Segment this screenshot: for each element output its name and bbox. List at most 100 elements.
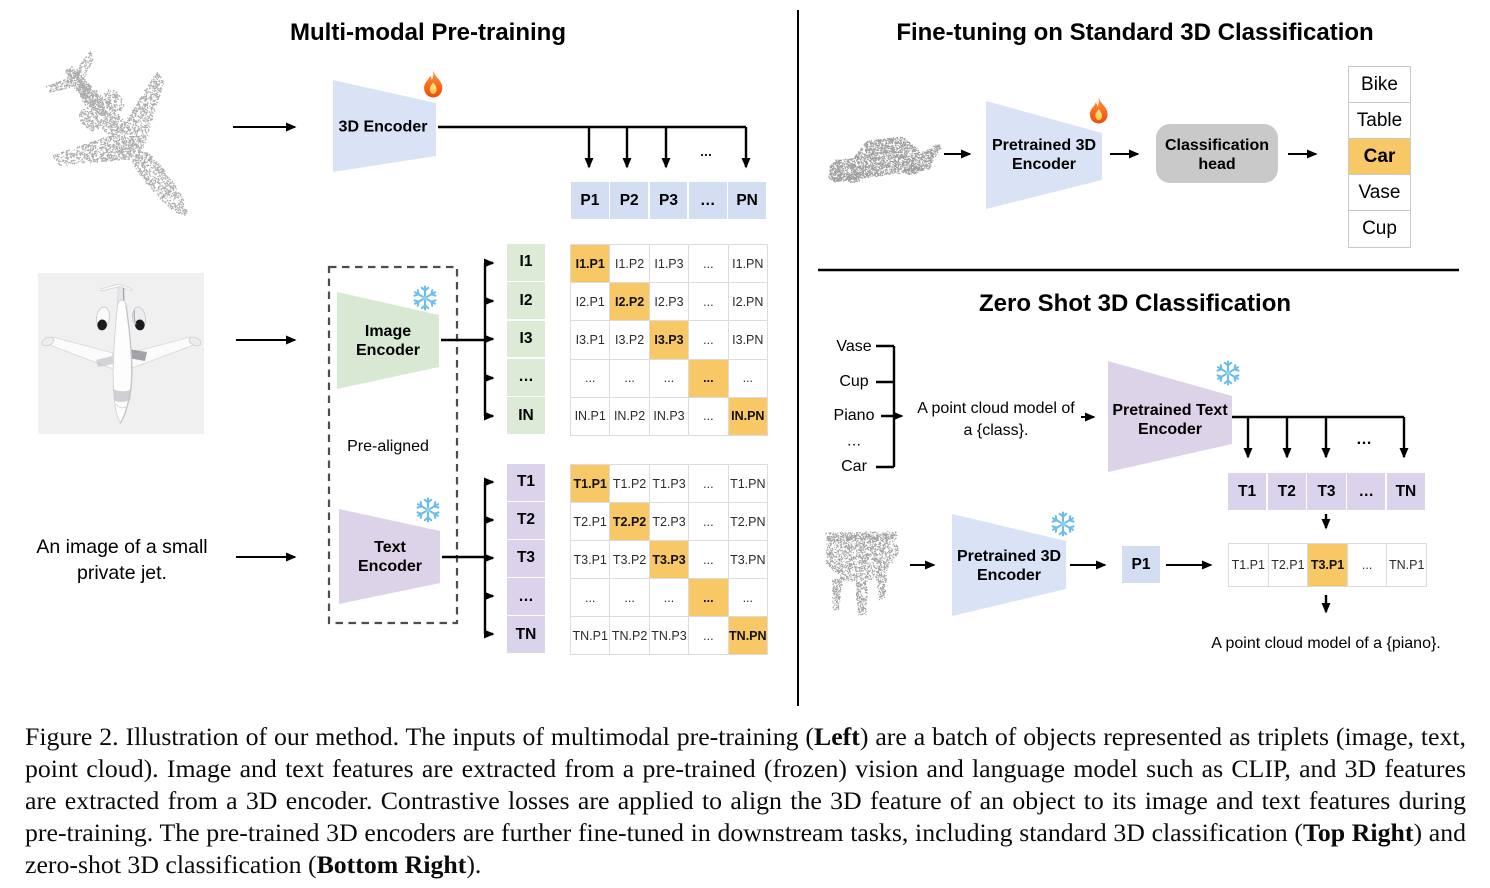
t-branch-lines: [442, 480, 492, 636]
pretrained-text-encoder-label: Pretrained Text Encoder: [1112, 401, 1227, 439]
text-encoder-shape: [339, 509, 440, 604]
class-list-item: Vase: [1349, 175, 1410, 211]
matrix-cell: T1.P2: [610, 465, 649, 502]
matrix-cell: T2.P2: [610, 503, 649, 540]
matrix-cell: T2.P1: [571, 503, 610, 540]
zero-shot-t-cell: TN: [1386, 473, 1425, 510]
matrix-cell: I2.PN: [728, 283, 767, 321]
caption-segment: are extracted from a 3D encoder. Contras…: [25, 786, 1466, 815]
p-feature-cell: P2: [610, 182, 649, 219]
matrix-cell: ...: [689, 617, 728, 654]
matrix-cell: ...: [689, 321, 728, 359]
p1-cell-shape: [1122, 546, 1160, 583]
matrix-cell: TN.P1: [571, 617, 610, 654]
caption-segment: ).: [466, 850, 482, 879]
i-feature-cell: I3: [507, 320, 545, 358]
zero-shot-class-word: Car: [841, 458, 867, 475]
matrix-cell: ...: [689, 541, 728, 578]
matrix-cell: ...: [728, 579, 767, 616]
zs-pretrained-3d-encoder-label-line2: Encoder: [976, 567, 1042, 584]
zero-shot-t-cell: T1: [1228, 473, 1267, 510]
zero-shot-t-cell: …: [1347, 473, 1386, 510]
pre-aligned-label: Pre-aligned: [347, 438, 429, 455]
car-point-cloud: [828, 136, 942, 184]
snowflake-icon: [1216, 362, 1239, 385]
encoder-3d-shape: [333, 80, 436, 172]
p-feature-cell: P3: [649, 182, 688, 219]
p-branch-lines: [438, 125, 748, 165]
matrix-cell: TN.PN: [728, 617, 767, 654]
matrix-cell: ...: [610, 579, 649, 616]
similarity-cell: TN.P1: [1387, 544, 1426, 586]
matrix-cell: ...: [610, 359, 649, 397]
matrix-cell: IN.P1: [571, 397, 610, 435]
t-feature-cell: …: [507, 578, 545, 615]
caption-bold-segment: Bottom Right: [316, 850, 467, 879]
caption-segment: ) are a batch of objects represented as …: [859, 722, 1467, 751]
caption-segment: Figure 2. Illustration of our method. Th…: [25, 722, 814, 751]
zero-shot-class-word: Cup: [839, 373, 869, 390]
matrix-cell: TN.P3: [649, 617, 689, 654]
classification-head-label: Classification head: [1165, 136, 1269, 174]
airplane-point-cloud: [45, 51, 188, 216]
class-list: Bike Table Car Vase Cup: [1348, 66, 1411, 248]
matrix-cell: I3.P3: [649, 321, 689, 359]
matrix-cell: IN.P2: [610, 397, 649, 435]
caption-line: pre-training. The pre-trained 3D encoder…: [25, 817, 1466, 849]
classification-head-label-line1: Classification: [1164, 137, 1270, 154]
matrix-cell: I1.P3: [649, 245, 689, 283]
class-list-item: Bike: [1349, 67, 1410, 103]
matrix-cell: T2.PN: [728, 503, 767, 540]
matrix-cell: I3.P2: [610, 321, 649, 359]
zero-shot-class-word: …: [846, 432, 862, 450]
snowflake-icon: [416, 499, 439, 522]
zs-pretrained-3d-encoder-label: Pretrained 3D Encoder: [957, 547, 1061, 585]
t-feature-cell: TN: [507, 616, 545, 653]
t-feature-cell: T2: [507, 502, 545, 539]
zero-shot-t-row: T1 T2 T3… TN: [1228, 473, 1425, 510]
pretrained-text-encoder-shape: [1108, 361, 1232, 472]
caption-line: point cloud). Image and text features ar…: [25, 753, 1466, 785]
class-list-item: Cup: [1349, 211, 1410, 247]
caption-segment: point cloud). Image and text features ar…: [25, 754, 1466, 783]
classification-head-label-line2: head: [1198, 156, 1236, 173]
similarity-cell: T2.P1: [1268, 544, 1308, 586]
zs-pretrained-3d-encoder-shape: [952, 514, 1066, 616]
matrix-cell: T3.P1: [571, 541, 610, 578]
matrix-cell: T1.PN: [728, 465, 767, 502]
caption-segment: zero-shot 3D classification (: [25, 850, 317, 879]
image-encoder-shape: [337, 292, 439, 389]
zero-shot-class-word: Vase: [836, 338, 872, 355]
matrix-cell: ...: [689, 397, 728, 435]
matrix-cell: ...: [571, 579, 610, 616]
matrix-cell: I2.P2: [610, 283, 649, 321]
left-panel-title: Multi-modal Pre-training: [290, 19, 566, 46]
image-caption-line1: An image of a small: [36, 536, 208, 558]
snowflake-icon: [1051, 513, 1074, 536]
p1-cell-label: P1: [1131, 556, 1151, 573]
matrix-cell: I3.P1: [571, 321, 610, 359]
matrix-cell: ...: [689, 503, 728, 540]
text-encoder-label: Text Encoder: [358, 538, 422, 576]
fire-icon: [424, 69, 443, 98]
matrix-cell: ...: [689, 283, 728, 321]
bottom-right-panel-title: Zero Shot 3D Classification: [978, 290, 1292, 317]
i-feature-column: I1 I2 I3… IN: [507, 244, 545, 434]
similarity-cell: T1.P1: [1229, 544, 1268, 586]
caption-line: Figure 2. Illustration of our method. Th…: [25, 721, 1466, 753]
prompt-line2: a {class}.: [963, 422, 1029, 439]
prompt-text: A point cloud model of a {class}.: [917, 398, 1074, 442]
class-list-item: Table: [1349, 103, 1410, 139]
image-encoder-label-line1: Image: [364, 323, 412, 340]
matrix-cell: ...: [571, 359, 610, 397]
text-encoder-label-line1: Text: [374, 539, 406, 556]
top-right-panel-title: Fine-tuning on Standard 3D Classificatio…: [896, 19, 1374, 46]
p-feature-row: P1 P2 P3… PN: [571, 182, 766, 219]
p-feature-cell: …: [688, 182, 727, 219]
similarity-cell: ...: [1347, 544, 1387, 586]
snowflake-icon: [413, 287, 436, 310]
pretrained-text-encoder-label-line1: Pretrained Text: [1112, 402, 1228, 419]
matrix-cell: ...: [689, 465, 728, 502]
text-encoder-label-line2: Encoder: [357, 558, 423, 575]
